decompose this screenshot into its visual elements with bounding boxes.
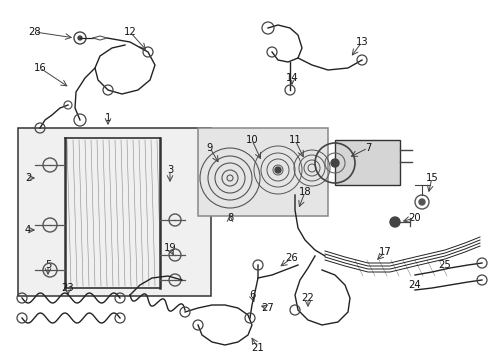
Text: 12: 12 xyxy=(123,27,136,37)
Text: 10: 10 xyxy=(245,135,258,145)
Circle shape xyxy=(389,217,399,227)
Circle shape xyxy=(330,159,338,167)
Text: 26: 26 xyxy=(285,253,298,263)
Text: 13: 13 xyxy=(355,37,367,47)
Text: 1: 1 xyxy=(104,113,111,123)
Text: 28: 28 xyxy=(29,27,41,37)
Text: 18: 18 xyxy=(298,187,311,197)
Text: 7: 7 xyxy=(364,143,370,153)
Text: 5: 5 xyxy=(45,260,51,270)
Text: 17: 17 xyxy=(378,247,390,257)
Circle shape xyxy=(274,167,281,173)
Text: 19: 19 xyxy=(163,243,176,253)
Text: 27: 27 xyxy=(261,303,274,313)
Text: 25: 25 xyxy=(438,260,450,270)
Text: 8: 8 xyxy=(226,213,233,223)
Bar xyxy=(18,128,210,296)
Bar xyxy=(334,140,399,185)
Text: 9: 9 xyxy=(206,143,213,153)
Bar xyxy=(198,128,327,216)
Text: 11: 11 xyxy=(288,135,301,145)
Text: 15: 15 xyxy=(425,173,437,183)
Text: 23: 23 xyxy=(61,283,74,293)
Text: 2: 2 xyxy=(25,173,31,183)
Text: 14: 14 xyxy=(285,73,298,83)
Text: 3: 3 xyxy=(166,165,173,175)
Text: 16: 16 xyxy=(34,63,46,73)
Text: 20: 20 xyxy=(408,213,421,223)
Text: 24: 24 xyxy=(408,280,421,290)
Circle shape xyxy=(418,199,424,205)
Text: 22: 22 xyxy=(301,293,314,303)
Circle shape xyxy=(78,36,82,40)
Text: 4: 4 xyxy=(25,225,31,235)
Text: 6: 6 xyxy=(248,290,255,300)
Text: 21: 21 xyxy=(251,343,264,353)
